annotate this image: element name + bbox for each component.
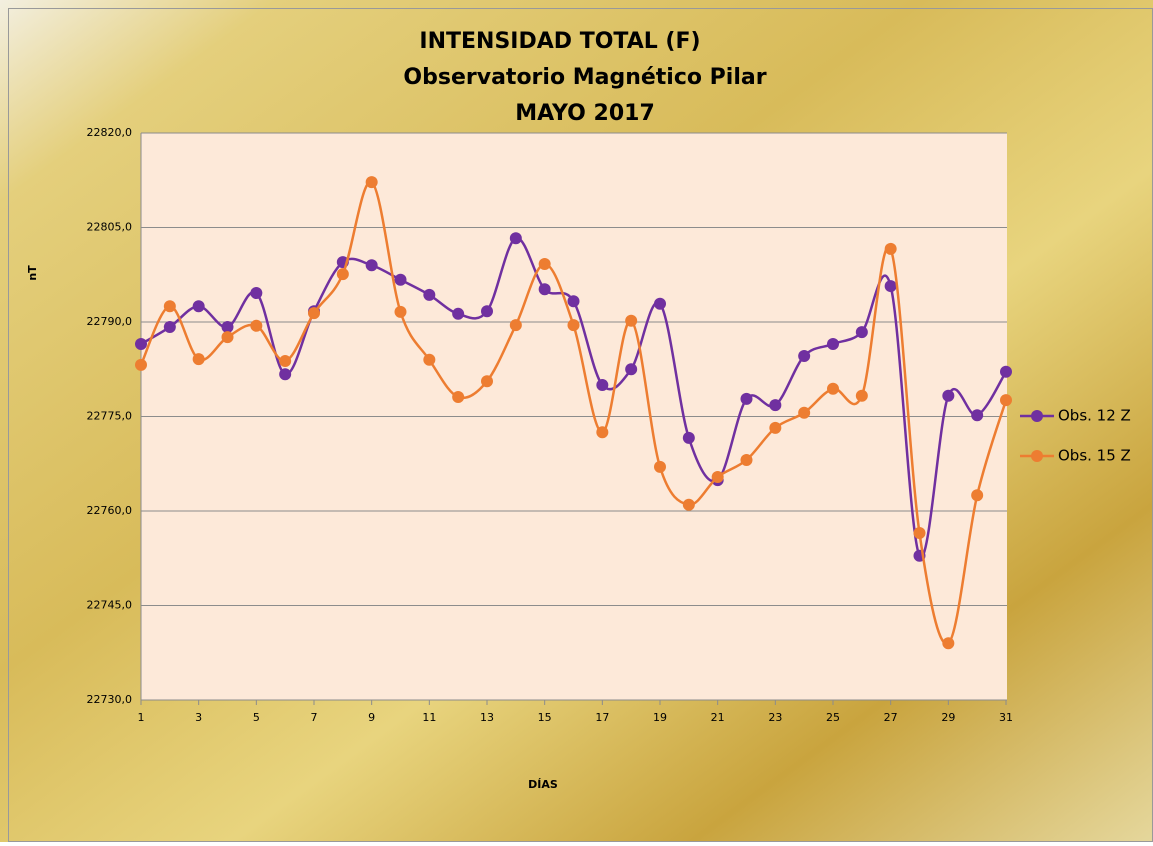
- data-point: [365, 259, 378, 272]
- chart-title: Observatorio Magnético Pilar: [403, 65, 766, 90]
- data-point: [567, 295, 580, 308]
- data-point: [423, 353, 436, 366]
- data-point: [596, 426, 609, 439]
- data-point: [827, 382, 839, 395]
- x-tick-label: 31: [999, 711, 1013, 724]
- data-point: [1000, 394, 1012, 407]
- data-point: [769, 421, 782, 434]
- data-point: [942, 389, 955, 402]
- data-point: [1000, 365, 1012, 378]
- data-point: [163, 321, 176, 334]
- x-tick-label: 25: [826, 711, 840, 724]
- x-tick-label: 29: [941, 711, 955, 724]
- x-tick-label: 15: [538, 711, 552, 724]
- x-tick-label: 11: [422, 711, 436, 724]
- data-point: [884, 280, 897, 293]
- data-point: [971, 489, 984, 502]
- data-point: [567, 319, 580, 332]
- data-point: [452, 390, 465, 403]
- data-point: [135, 338, 147, 351]
- x-tick-label: 5: [253, 711, 260, 724]
- data-point: [394, 305, 407, 318]
- chart-title: INTENSIDAD TOTAL (F): [419, 29, 700, 54]
- data-point: [538, 258, 551, 271]
- data-point: [481, 375, 493, 388]
- data-point: [682, 498, 695, 511]
- data-point: [798, 406, 811, 419]
- data-point: [769, 399, 782, 412]
- data-point: [394, 273, 407, 286]
- x-tick-label: 13: [480, 711, 494, 724]
- data-point: [509, 319, 522, 332]
- y-tick-label: 22775,0: [87, 410, 133, 423]
- data-point: [336, 268, 349, 281]
- data-point: [365, 176, 378, 189]
- y-tick-label: 22745,0: [87, 599, 133, 612]
- data-point: [654, 297, 666, 310]
- data-point: [221, 321, 234, 334]
- x-tick-label: 17: [595, 711, 609, 724]
- y-tick-label: 22790,0: [87, 315, 133, 328]
- x-tick-label: 23: [768, 711, 782, 724]
- data-point: [654, 460, 666, 473]
- data-point: [596, 379, 609, 391]
- data-point: [308, 307, 320, 320]
- y-tick-label: 22730,0: [87, 693, 133, 706]
- data-point: [942, 637, 955, 650]
- x-axis-label: DÍAS: [528, 778, 558, 791]
- x-tick-label: 1: [138, 711, 145, 724]
- data-point: [538, 283, 551, 296]
- data-point: [884, 242, 897, 255]
- data-point: [452, 307, 465, 320]
- x-tick-label: 21: [711, 711, 725, 724]
- data-point: [481, 305, 493, 318]
- data-point: [971, 409, 984, 422]
- legend-label: Obs. 12 Z: [1058, 407, 1131, 425]
- data-point: [135, 358, 147, 371]
- y-tick-label: 22820,0: [87, 126, 133, 139]
- legend-marker: [1031, 410, 1043, 422]
- data-point: [855, 326, 868, 339]
- y-axis-label: nT: [26, 265, 39, 281]
- data-point: [192, 353, 205, 366]
- chart-title: MAYO 2017: [515, 101, 655, 126]
- x-tick-label: 3: [195, 711, 202, 724]
- x-tick-label: 19: [653, 711, 667, 724]
- data-point: [913, 527, 926, 540]
- data-point: [682, 431, 695, 444]
- data-point: [509, 232, 522, 245]
- data-point: [740, 392, 753, 405]
- data-point: [221, 331, 234, 344]
- x-tick-label: 27: [884, 711, 898, 724]
- data-point: [740, 453, 753, 466]
- data-point: [798, 350, 811, 363]
- data-point: [279, 368, 292, 381]
- data-point: [250, 319, 263, 332]
- data-point: [827, 338, 839, 351]
- data-point: [163, 300, 176, 313]
- data-point: [192, 300, 205, 313]
- legend-label: Obs. 15 Z: [1058, 447, 1131, 465]
- data-point: [625, 363, 638, 376]
- data-point: [250, 287, 263, 300]
- y-tick-label: 22760,0: [87, 504, 133, 517]
- data-point: [279, 355, 292, 368]
- legend-marker: [1031, 450, 1043, 462]
- x-tick-label: 7: [311, 711, 318, 724]
- data-point: [855, 389, 868, 402]
- x-tick-label: 9: [368, 711, 375, 724]
- y-tick-label: 22805,0: [87, 221, 133, 234]
- data-point: [711, 470, 724, 483]
- data-point: [625, 314, 638, 327]
- data-point: [423, 288, 436, 301]
